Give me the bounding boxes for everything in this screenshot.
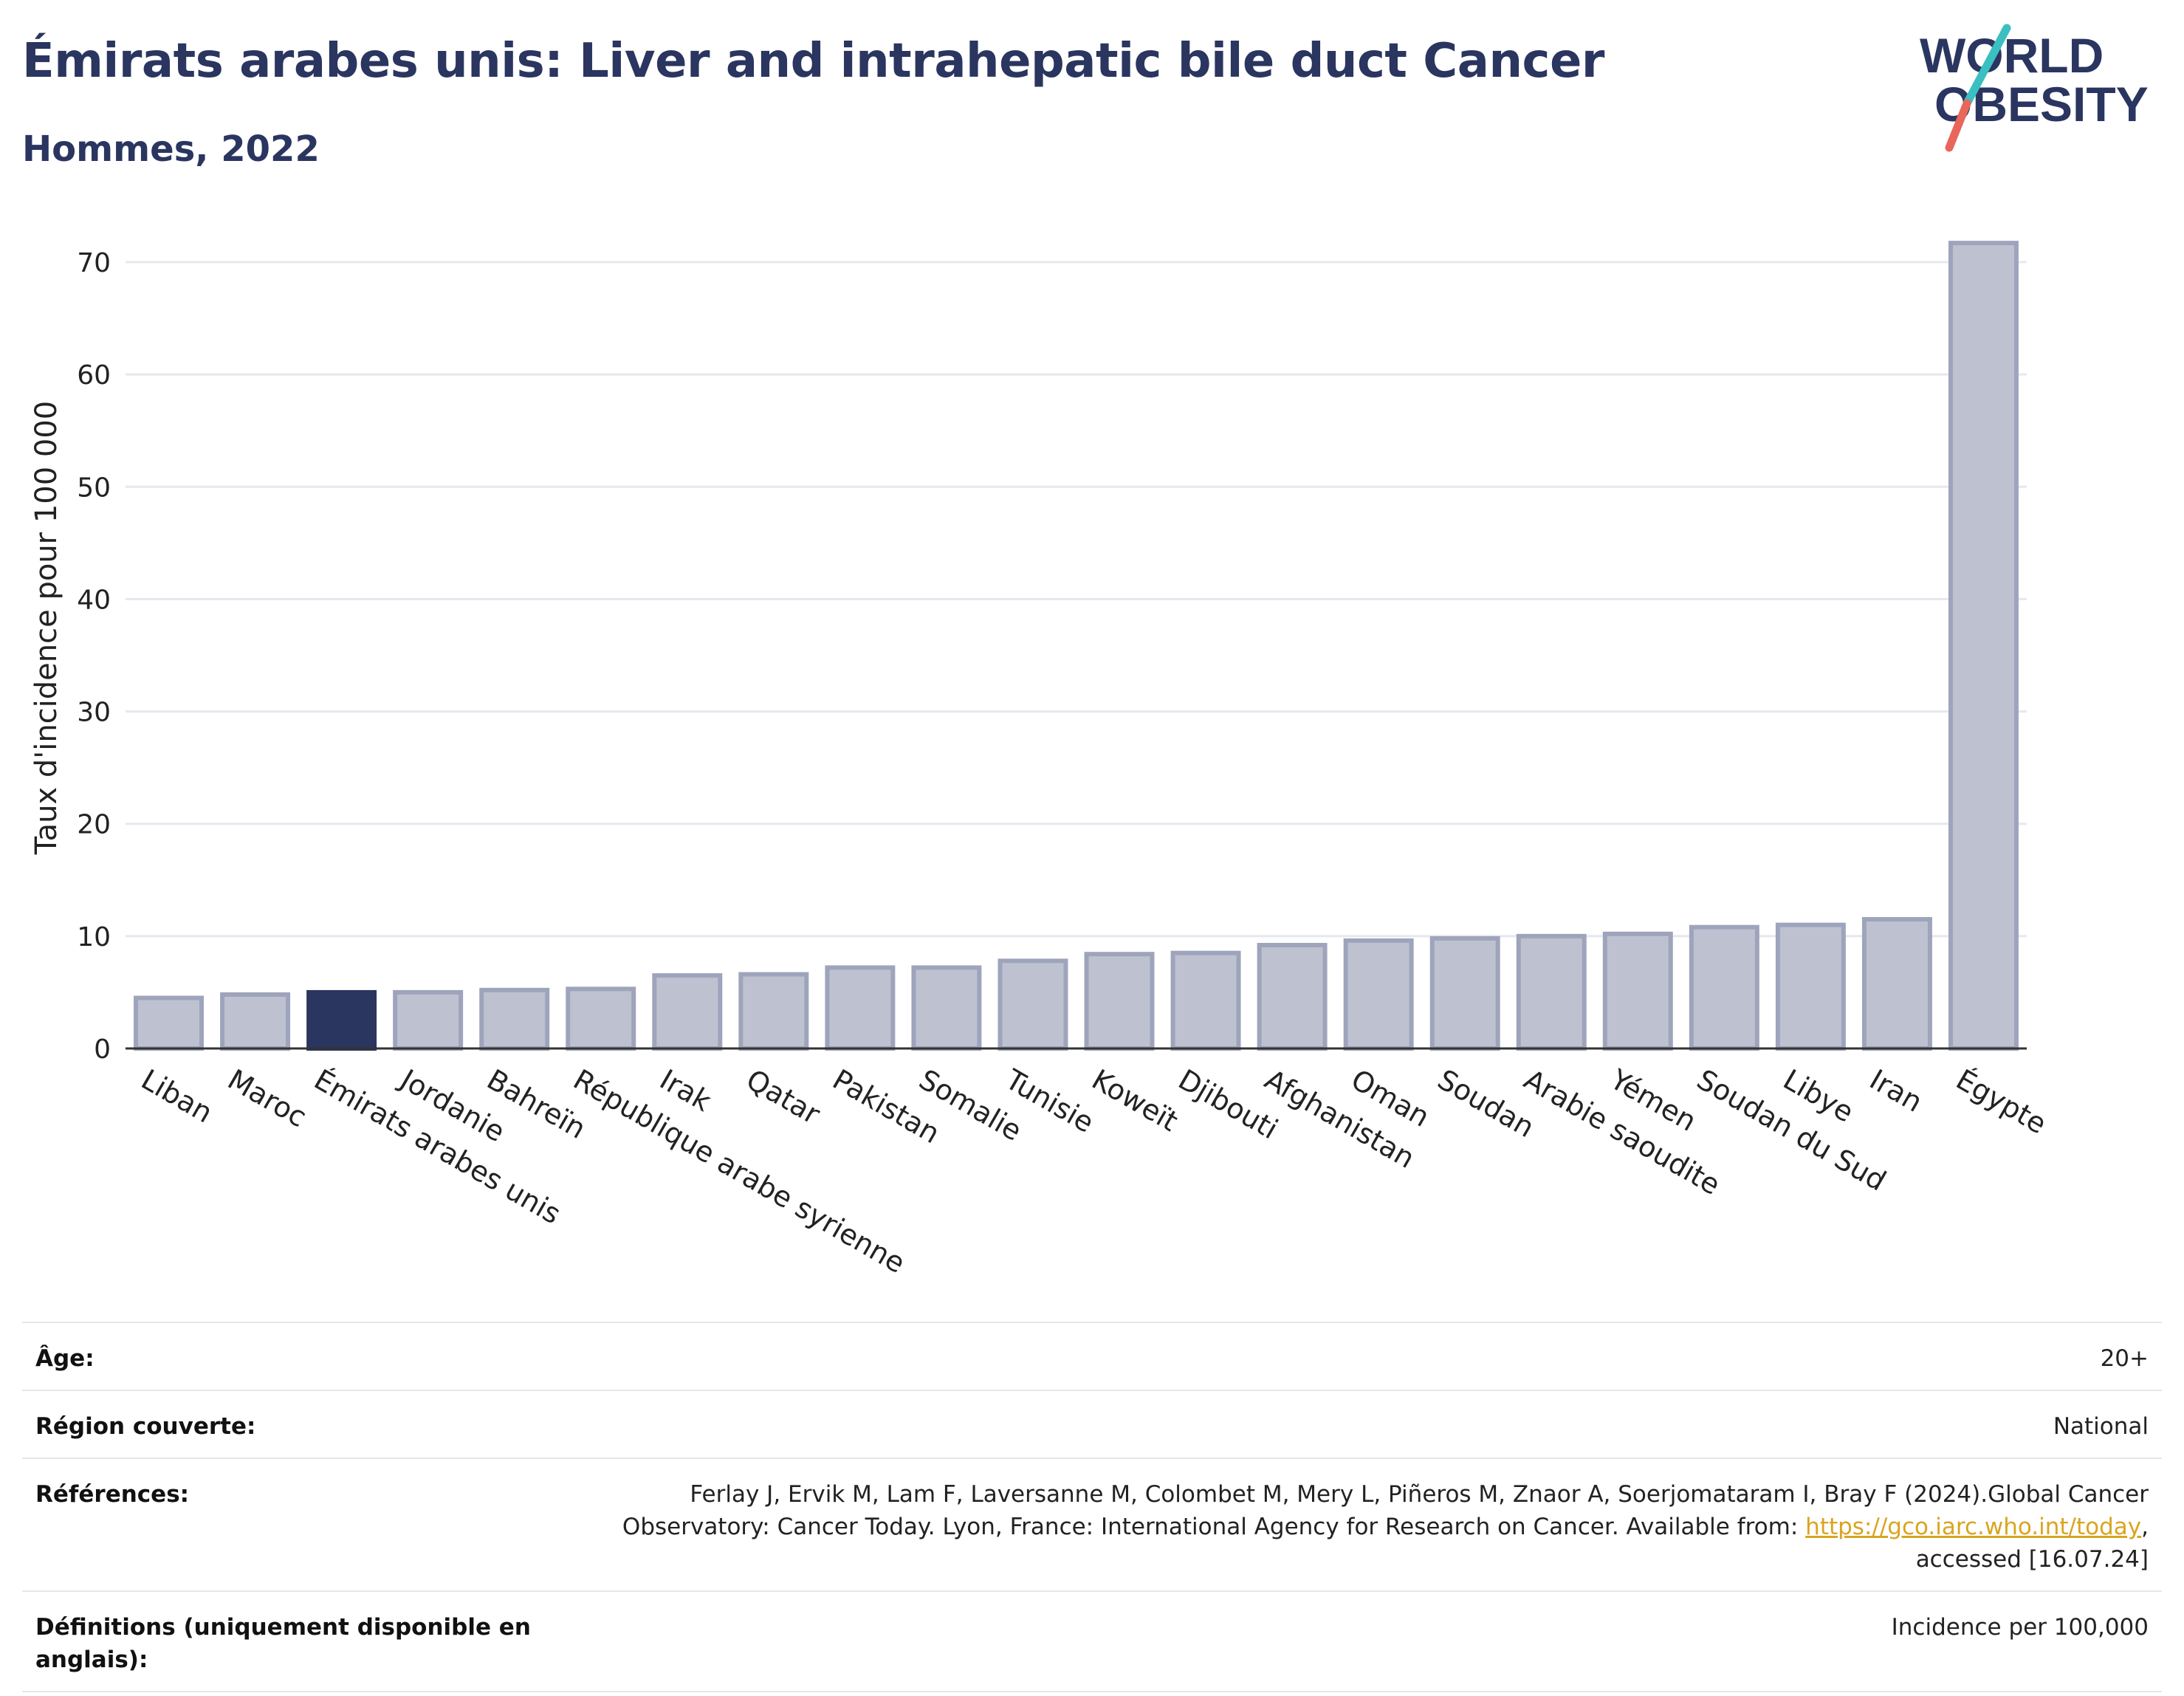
meta-row-references: Références: Ferlay J, Ervik M, Lam F, La… [22, 1458, 2162, 1590]
bars [134, 241, 2019, 1051]
x-tick-label: Djibouti [1173, 1063, 1284, 1146]
logo-slash-coral [1945, 99, 1971, 152]
x-tick-label: Qatar [741, 1063, 825, 1131]
references-label: Références: [35, 1481, 190, 1508]
references-tail: , accessed [16.07.24] [1915, 1514, 2149, 1573]
chart-title: Émirats arabes unis: Liver and intrahepa… [22, 34, 1604, 89]
bar-16 [1429, 935, 1500, 1051]
y-tick-labels: 0 10 20 30 40 50 60 70 [77, 248, 111, 1065]
grid-lines [126, 261, 2027, 938]
bar-2 [220, 992, 291, 1051]
metadata-table: Âge: 20+ Région couverte: National Référ… [22, 1322, 2162, 1692]
y-tick-label: 10 [77, 922, 111, 952]
region-value: National [2053, 1413, 2149, 1440]
y-tick-label: 50 [77, 473, 111, 503]
world-obesity-logo: WORLD OBESITY [1920, 24, 2149, 152]
bar-10 [911, 965, 982, 1051]
references-value: Ferlay J, Ervik M, Lam F, Laversanne M, … [598, 1478, 2149, 1576]
x-tick-label: Maroc [222, 1063, 312, 1134]
bar-13 [1170, 950, 1241, 1051]
bar-21 [1861, 917, 1932, 1051]
bar-22 [1948, 241, 2019, 1051]
x-tick-label: Égypte [1951, 1063, 2052, 1141]
definitions-label: Définitions (uniquement disponible en an… [35, 1614, 531, 1673]
bar-9 [825, 965, 896, 1051]
bar-14 [1257, 943, 1328, 1051]
x-tick-label: Soudan [1432, 1063, 1540, 1144]
y-tick-label: 20 [77, 810, 111, 840]
bar-17 [1516, 933, 1587, 1051]
bar-5 [479, 987, 550, 1051]
y-axis-label: Taux d'incidence pour 100 000 [30, 401, 63, 855]
meta-row-definitions: Définitions (uniquement disponible en an… [22, 1590, 2162, 1692]
bar-20 [1775, 922, 1846, 1051]
y-tick-label: 60 [77, 360, 111, 391]
y-tick-label: 40 [77, 585, 111, 615]
meta-row-region: Région couverte: National [22, 1390, 2162, 1458]
y-tick-label: 0 [94, 1034, 111, 1065]
region-label: Région couverte: [35, 1413, 256, 1440]
meta-row-age: Âge: 20+ [22, 1322, 2162, 1390]
y-tick-label: 30 [77, 698, 111, 728]
bar-8 [738, 972, 809, 1051]
bar-3 [306, 989, 377, 1051]
bar-4 [393, 989, 464, 1051]
logo-line-1: WORLD [1920, 28, 2104, 83]
bar-19 [1689, 924, 1759, 1051]
logo-slash-teal [1962, 24, 2011, 108]
bar-7 [652, 973, 723, 1051]
age-label: Âge: [35, 1345, 95, 1372]
y-tick-label: 70 [77, 248, 111, 278]
bar-18 [1602, 931, 1673, 1051]
definitions-value: Incidence per 100,000 [1891, 1614, 2149, 1641]
bar-12 [1084, 952, 1155, 1051]
bar-11 [997, 958, 1068, 1051]
age-value: 20+ [2100, 1345, 2149, 1372]
x-tick-label: Liban [136, 1063, 218, 1130]
bar-15 [1343, 938, 1414, 1051]
bar-chart: 0 10 20 30 40 50 60 70 Taux d'incidence pour 10… [30, 241, 2052, 1280]
bar-6 [566, 986, 636, 1051]
bar-1 [134, 995, 204, 1051]
chart-subtitle: Hommes, 2022 [22, 128, 320, 170]
references-link[interactable]: https://gco.iarc.who.int/today [1805, 1514, 2142, 1540]
x-tick-label: Koweït [1087, 1063, 1184, 1138]
x-tick-label: Iran [1864, 1063, 1928, 1119]
references-text: Ferlay J, Ervik M, Lam F, Laversanne M, … [622, 1481, 2149, 1540]
